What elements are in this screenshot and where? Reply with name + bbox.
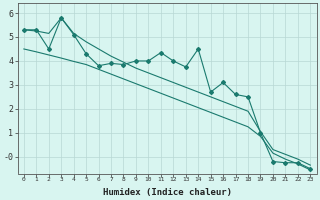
X-axis label: Humidex (Indice chaleur): Humidex (Indice chaleur) — [103, 188, 232, 197]
